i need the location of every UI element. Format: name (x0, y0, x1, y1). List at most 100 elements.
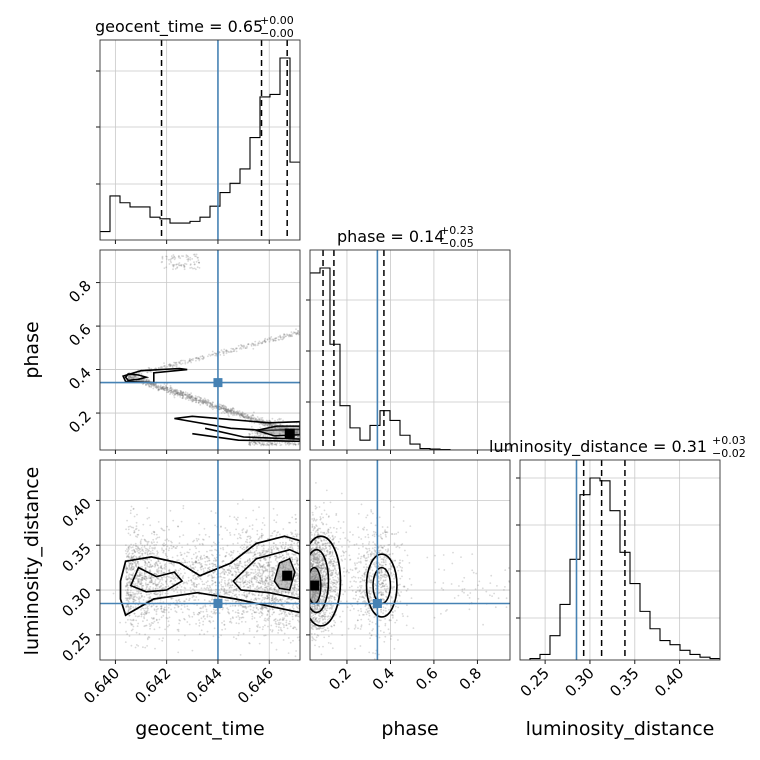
sample-point (360, 503, 363, 506)
sample-point (295, 593, 298, 596)
sample-point (139, 542, 142, 545)
sample-point (267, 625, 269, 628)
sample-point (256, 574, 259, 577)
sample-point (140, 583, 142, 585)
sample-point (155, 585, 158, 588)
sample-point (253, 554, 256, 556)
sample-point (279, 618, 282, 621)
sample-point (262, 534, 264, 536)
sample-point (275, 548, 278, 550)
sample-point (249, 608, 252, 611)
sample-point (132, 597, 134, 600)
sample-point (219, 403, 222, 406)
sample-point (241, 613, 244, 616)
sample-point (279, 335, 281, 338)
sample-point (128, 564, 131, 567)
sample-point (137, 575, 139, 577)
sample-point (128, 552, 131, 555)
sample-point (206, 560, 209, 563)
sample-point (239, 586, 242, 589)
sample-point (215, 407, 218, 410)
sample-point (295, 432, 298, 435)
sample-point (131, 623, 134, 626)
sample-point (125, 606, 127, 608)
sample-point (189, 565, 192, 568)
sample-point (128, 614, 131, 617)
sample-point (369, 600, 372, 603)
sample-point (241, 594, 244, 596)
sample-point (228, 410, 231, 412)
sample-point (211, 404, 214, 407)
sample-point (314, 618, 317, 621)
sample-point (132, 560, 135, 563)
sample-point (253, 441, 256, 444)
sample-point (207, 587, 210, 590)
sample-point (193, 261, 195, 264)
sample-point (163, 529, 166, 532)
sample-point (174, 388, 177, 391)
sample-point (174, 268, 177, 270)
sample-point (261, 551, 264, 554)
sample-point (227, 591, 230, 594)
sample-point (284, 591, 287, 593)
sample-point (274, 604, 277, 606)
sample-point (259, 552, 261, 555)
sample-point (138, 547, 141, 550)
sample-point (266, 614, 269, 616)
sample-point (129, 577, 131, 580)
sample-point (214, 581, 217, 584)
sample-point (145, 588, 148, 591)
sample-point (263, 441, 265, 443)
sample-point (297, 547, 300, 550)
sample-point (184, 393, 187, 396)
sample-point (253, 343, 255, 346)
sample-point (269, 608, 272, 611)
sample-point (252, 585, 255, 587)
sample-point (141, 607, 144, 610)
sample-point (149, 627, 151, 630)
sample-point (261, 545, 263, 548)
sample-point (159, 585, 162, 588)
sample-point (150, 592, 152, 595)
sample-point (286, 426, 288, 429)
sample-point (190, 579, 193, 581)
sample-point (212, 620, 215, 622)
sample-point (251, 613, 253, 615)
sample-point (286, 442, 289, 445)
sample-point (125, 606, 128, 608)
sample-point (228, 553, 231, 555)
sample-point (201, 355, 204, 357)
sample-point (187, 394, 190, 397)
sample-point (154, 555, 157, 558)
sample-point (221, 407, 224, 409)
sample-point (264, 582, 267, 585)
sample-point (355, 591, 357, 593)
sample-point (128, 635, 131, 637)
sample-point (177, 606, 180, 608)
sample-point (272, 584, 274, 587)
sample-point (211, 404, 214, 407)
sample-point (246, 560, 249, 563)
sample-point (267, 610, 270, 613)
sample-point (252, 572, 255, 575)
sample-point (127, 597, 130, 600)
sample-point (172, 578, 175, 580)
sample-point (248, 558, 251, 561)
sample-point (177, 393, 180, 396)
sample-point (273, 598, 276, 600)
sample-point (157, 621, 160, 624)
sample-point (294, 585, 296, 587)
sample-point (190, 361, 193, 364)
sample-point (151, 384, 154, 387)
sample-point (244, 579, 247, 582)
sample-point (270, 424, 273, 427)
sample-point (206, 584, 209, 587)
sample-point (251, 343, 254, 345)
sample-point (146, 605, 149, 608)
sample-point (170, 255, 173, 258)
sample-point (160, 388, 162, 390)
sample-point (290, 442, 293, 445)
sample-point (144, 568, 147, 570)
sample-point (154, 587, 157, 590)
sample-point (385, 576, 387, 579)
